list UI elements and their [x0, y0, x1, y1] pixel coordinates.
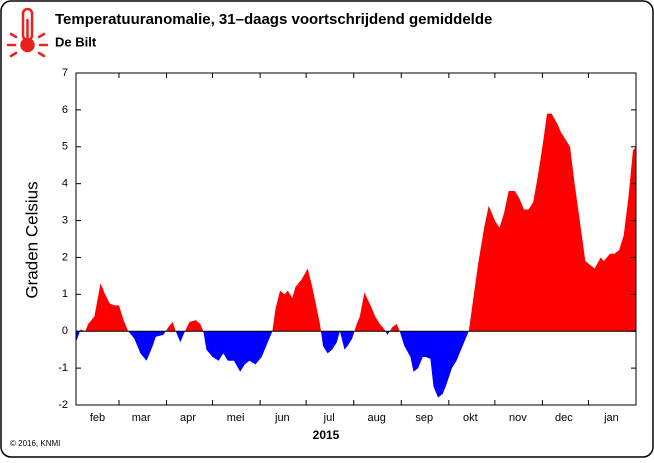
x-tick-label: mei [227, 412, 245, 424]
y-tick-label: 7 [62, 67, 68, 79]
x-tick-label: feb [90, 412, 105, 424]
x-axis-label: 2015 [313, 428, 340, 442]
x-tick-label: nov [509, 412, 527, 424]
x-tick-label: dec [555, 412, 573, 424]
y-tick-label: 3 [62, 214, 68, 226]
plot-border [75, 72, 637, 406]
y-tick-label: 2 [62, 251, 68, 263]
y-tick-label: 5 [62, 141, 68, 153]
x-tick-label: jan [603, 412, 619, 424]
y-tick-label: 1 [62, 288, 68, 300]
x-tick-label: sep [415, 412, 433, 424]
area-positive [76, 113, 636, 332]
x-tick-label: jul [323, 412, 335, 424]
footnote: © 2016, KNMI [10, 439, 60, 448]
x-tick-label: okt [463, 412, 478, 424]
y-tick-label: 4 [62, 178, 68, 190]
chart-title: Temperatuuranomalie, 31–daags voortschri… [55, 11, 492, 28]
area-negative [76, 331, 469, 398]
y-tick-label: -1 [58, 362, 68, 374]
x-tick-label: jun [274, 412, 290, 424]
x-tick-label: mar [132, 412, 151, 424]
y-tick-label: 6 [62, 104, 68, 116]
x-tick-label: aug [368, 412, 386, 424]
thermometer-icon [6, 7, 49, 58]
y-tick-label: -2 [58, 399, 68, 411]
chart-subtitle: De Bilt [55, 34, 97, 49]
x-tick-label: apr [180, 412, 196, 424]
y-tick-label: 0 [62, 325, 68, 337]
y-axis-label: Graden Celsius [22, 181, 41, 298]
